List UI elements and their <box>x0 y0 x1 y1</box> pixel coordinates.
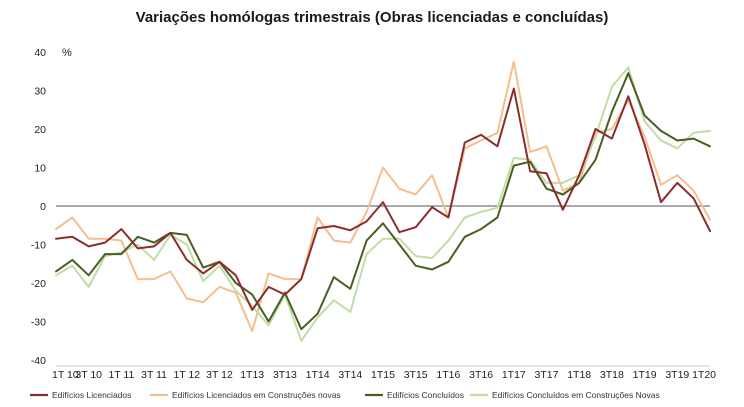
x-tick-label: 1T19 <box>633 369 657 381</box>
chart-title: Variações homólogas trimestrais (Obras l… <box>135 9 609 26</box>
x-tick-label: 3T 10 <box>75 369 102 381</box>
series-line-1 <box>55 87 711 311</box>
x-tick-label: 1T20 <box>692 369 716 381</box>
x-tick-label: 3T 12 <box>206 369 233 381</box>
legend-label: Edifícios Licenciados em Construções nov… <box>172 390 341 400</box>
x-tick-label: 3T19 <box>665 369 689 381</box>
x-tick-label: 3T17 <box>535 369 559 381</box>
legend-label: Edifícios Concluídos em Construções Nova… <box>492 390 660 400</box>
x-tick-label: 3T14 <box>338 369 362 381</box>
y-unit-label: % <box>62 47 72 59</box>
y-tick-label: -40 <box>31 355 46 367</box>
y-tick-label: -20 <box>31 278 46 290</box>
x-tick-label: 1T18 <box>567 369 591 381</box>
x-tick-label: 3T16 <box>469 369 493 381</box>
x-tick-label: 1T 10 <box>52 369 79 381</box>
x-tick-label: 1T17 <box>502 369 526 381</box>
y-tick-label: 0 <box>40 201 46 213</box>
x-tick-label: 1T15 <box>371 369 395 381</box>
x-tick-label: 1T16 <box>436 369 460 381</box>
x-tick-label: 3T 11 <box>141 369 167 381</box>
x-tick-label: 3T18 <box>600 369 624 381</box>
y-tick-label: 30 <box>34 86 46 98</box>
x-tick-label: 1T 12 <box>173 369 200 381</box>
x-tick-label: 1T13 <box>240 369 264 381</box>
series-line-4 <box>55 66 711 342</box>
x-tick-label: 1T14 <box>306 369 330 381</box>
y-tick-label: 20 <box>34 124 46 136</box>
legend-label: Edifícios Concluídos <box>387 390 464 400</box>
series-line-2 <box>55 60 711 333</box>
x-tick-label: 3T15 <box>404 369 428 381</box>
legend-label: Edifícios Licenciados <box>52 390 131 400</box>
y-tick-label: -10 <box>31 240 46 252</box>
y-tick-label: 40 <box>34 47 46 59</box>
x-tick-label: 3T13 <box>273 369 297 381</box>
x-tick-label: 1T 11 <box>108 369 134 381</box>
y-tick-label: 10 <box>34 163 46 175</box>
y-tick-label: -30 <box>31 317 46 329</box>
